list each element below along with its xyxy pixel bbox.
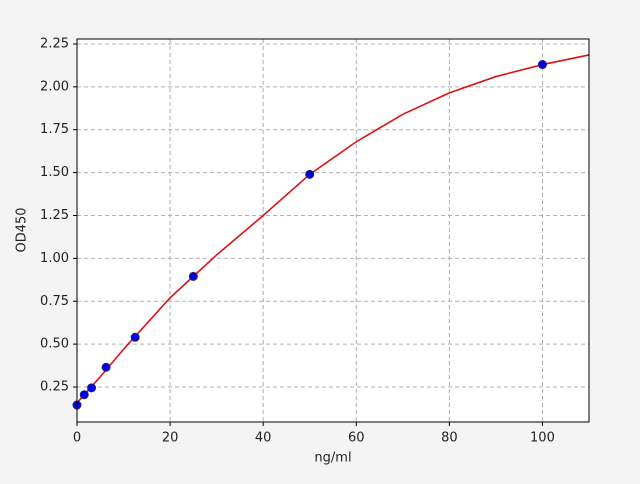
y-tick-label: 0.25	[40, 380, 69, 395]
data-point	[537, 60, 547, 70]
data-point	[101, 362, 111, 372]
y-tick-label: 1.75	[40, 122, 69, 137]
data-point	[188, 271, 198, 281]
plot-area	[77, 39, 589, 422]
y-axis-label: OD450	[15, 207, 30, 252]
x-tick-label: 0	[73, 431, 81, 446]
y-tick-label: 1.25	[40, 208, 69, 223]
x-axis-label: ng/ml	[314, 451, 351, 466]
x-tick-label: 80	[441, 431, 458, 446]
x-tick-label: 40	[255, 431, 272, 446]
data-point	[305, 169, 315, 179]
y-tick-label: 0.75	[40, 294, 69, 309]
x-tick-label: 20	[162, 431, 179, 446]
data-point	[87, 383, 97, 393]
y-tick-label: 0.50	[40, 337, 69, 352]
data-point	[130, 332, 140, 342]
fit-curve	[76, 54, 590, 404]
y-tick-label: 1.50	[40, 165, 69, 180]
y-tick-label: 2.00	[40, 79, 69, 94]
x-tick-label: 100	[530, 431, 555, 446]
y-tick-label: 1.00	[40, 251, 69, 266]
data-point	[79, 390, 89, 400]
x-tick-label: 60	[348, 431, 365, 446]
plot-frame	[76, 38, 590, 423]
y-tick-label: 2.25	[40, 36, 69, 51]
